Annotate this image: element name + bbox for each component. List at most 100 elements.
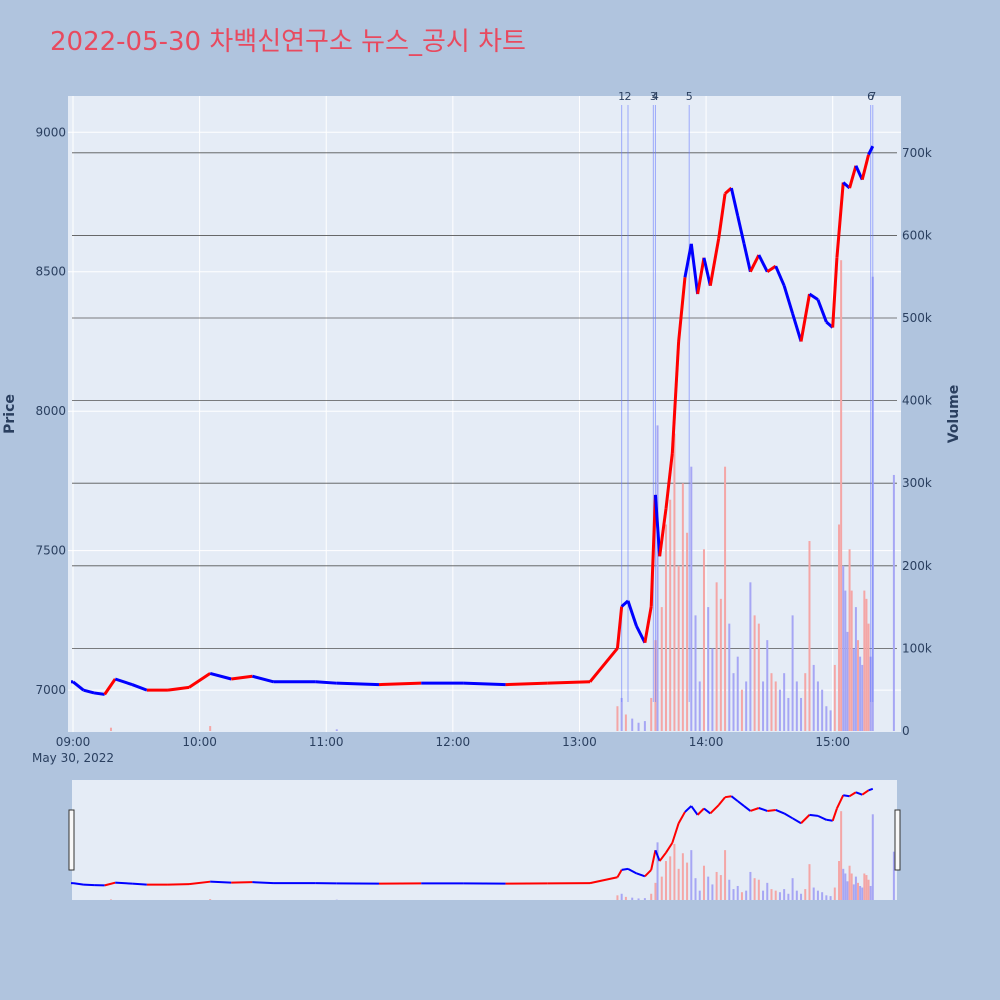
volume-tick-label: 0 (902, 724, 910, 738)
news-marker-label: 5 (686, 90, 693, 103)
range-slider-price-candle (115, 881, 133, 885)
price-candle (209, 671, 232, 681)
range-slider-right-handle[interactable] (894, 809, 901, 871)
range-slider-volume-bar (631, 897, 634, 900)
grid-layer (68, 96, 901, 732)
range-slider-price-candle (636, 872, 646, 878)
range-slider-volume-bar (854, 876, 857, 900)
price-candle (588, 647, 619, 683)
price-candle (643, 606, 653, 643)
volume-bar (698, 681, 701, 731)
price-candle (547, 680, 591, 685)
range-slider-volume-bar (850, 873, 853, 900)
volume-bar (867, 623, 870, 731)
range-slider-price-candle (709, 804, 720, 815)
range-slider-volume-bar (783, 889, 786, 900)
volume-bar (736, 656, 739, 731)
range-slider-volume-bar (871, 814, 874, 900)
range-slider-price-candle (817, 814, 827, 821)
volume-bar (892, 474, 895, 731)
price-candle (251, 674, 274, 684)
price-candle (742, 243, 752, 273)
range-slider-volume-bar (795, 890, 798, 900)
price-candle (649, 494, 657, 607)
range-slider-volume-bar (109, 899, 112, 900)
range-slider-price-candle (252, 881, 274, 885)
range-slider-volume-bar (643, 898, 646, 900)
range-slider-price-candle (621, 867, 629, 871)
price-candle (848, 165, 858, 189)
range-slider-volume (109, 811, 895, 900)
news-marker-label: 4 (652, 90, 659, 103)
volume-bar (861, 664, 864, 731)
range-slider-volume-bar (654, 882, 657, 900)
price-candle (505, 681, 548, 687)
volume-bar (766, 640, 769, 731)
volume-bar (787, 697, 790, 731)
price-candle (653, 494, 662, 557)
plot-area[interactable] (68, 96, 901, 732)
price-candle (816, 299, 828, 323)
range-slider-volume-bar (770, 889, 773, 900)
volume-bar (844, 590, 847, 731)
range-slider-volume-bar (825, 895, 828, 900)
range-slider-volume-bar (859, 885, 862, 900)
volume-bar (749, 582, 752, 731)
range-slider-price-candle (743, 805, 752, 812)
range-slider-area[interactable] (72, 780, 897, 900)
range-slider-volume-bar (715, 871, 718, 900)
range-slider-price-candle (809, 813, 819, 817)
range-slider-volume-bar (686, 862, 689, 900)
volume-bar (673, 433, 676, 731)
price-candle (683, 243, 693, 278)
range-slider[interactable] (68, 780, 901, 900)
volume-bar (848, 549, 851, 731)
range-slider-volume-bar (774, 890, 777, 900)
range-slider-price-candle (104, 881, 116, 887)
range-slider-volume-bar (816, 890, 819, 900)
range-slider-price-candle (644, 869, 652, 877)
price-candle (808, 292, 819, 301)
price-candle (717, 193, 727, 239)
volume-bar (846, 631, 849, 731)
range-slider-price-candle (589, 876, 618, 885)
price-candle (791, 313, 803, 342)
price-candle (867, 145, 875, 156)
range-slider-left-handle[interactable] (68, 809, 75, 871)
volume-tick-label: 500k (902, 311, 932, 325)
price-candle (72, 680, 85, 692)
time-tick-label: 12:00 (436, 735, 471, 749)
range-slider-price-candle (868, 787, 874, 792)
range-slider-price-candle (826, 818, 833, 822)
volume-bar (690, 466, 693, 731)
volume-tick-label: 700k (902, 146, 932, 160)
range-slider-price-candle (650, 850, 657, 871)
price-candle (689, 243, 700, 295)
volume-bar (681, 483, 684, 731)
volume-bar (800, 697, 803, 731)
range-slider-volume-bar (838, 861, 841, 900)
range-slider-volume-bar (867, 879, 870, 900)
range-slider-volume-bar (650, 893, 653, 900)
range-slider-volume-bar (719, 875, 722, 900)
price-candle (83, 688, 95, 695)
volume-bar (624, 714, 627, 731)
range-slider-price-candle (703, 807, 711, 815)
range-slider-volume-bar (624, 896, 627, 900)
range-slider-volume-bar (844, 873, 847, 900)
price-candle (702, 257, 712, 287)
price-candle (103, 678, 117, 696)
range-slider-volume-bar (660, 876, 663, 900)
range-slider-volume-bar (711, 884, 714, 900)
price-candle (696, 257, 706, 295)
range-slider-price-candle (730, 795, 739, 802)
range-slider-price-candle (800, 814, 811, 824)
volume-bar (821, 689, 824, 731)
range-slider-price-candle (758, 807, 768, 812)
range-slider-volume-bar (766, 882, 769, 900)
price-candle (463, 681, 506, 687)
price-tick-label: 7500 (35, 544, 66, 558)
price-candle (188, 672, 211, 689)
volume-bar (852, 648, 855, 731)
date-label: May 30, 2022 (32, 751, 114, 765)
